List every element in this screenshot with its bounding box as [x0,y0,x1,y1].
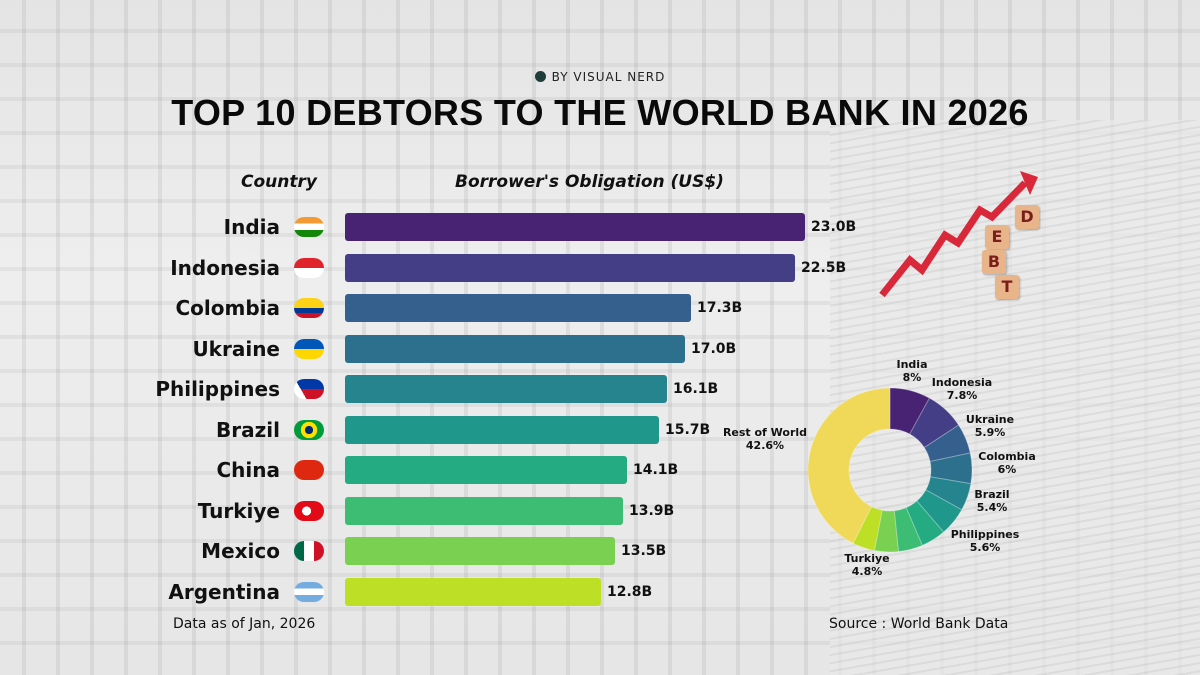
bar-row: Philippines 16.1B [0,374,1200,404]
brand-text: BY VISUAL NERD [551,70,666,84]
flag-icon [294,460,324,480]
donut-label: Rest of World 42.6% [720,426,810,452]
donut-label-percent: 4.8% [851,565,883,578]
donut-label: Indonesia 7.8% [917,376,1007,402]
donut-label-percent: 5.9% [974,426,1006,439]
debt-letter-block: B [982,250,1006,274]
bar-row: Ukraine 17.0B [0,334,1200,364]
donut-label-name: Indonesia [931,376,993,389]
flag-icon [294,500,324,521]
brand-logo-icon [534,71,546,82]
donut-label: India 8% [867,358,957,384]
country-label: Brazil [216,417,280,442]
bar [345,456,627,484]
flag-icon [294,217,324,237]
bar [345,577,601,606]
donut-slice [893,507,923,553]
donut-chart [807,387,973,553]
rising-arrow-icon [879,180,1028,298]
donut-label-percent: 5.6% [969,541,1001,554]
bar-row: Brazil 15.7B [0,415,1200,445]
country-label: Colombia [175,296,280,320]
donut-label: Philippines 5.6% [940,528,1030,554]
bar-row: Mexico 13.5B [0,536,1200,566]
value-label: 13.5B [621,543,667,559]
value-label: 17.3B [697,300,743,316]
value-label: 15.7B [665,421,711,438]
donut-slice [889,387,931,435]
donut-label-name: Ukraine [965,413,1015,426]
bar [345,294,691,322]
country-label: India [223,215,280,239]
value-label: 12.8B [607,583,653,600]
donut-slice [916,489,963,533]
country-label: Argentina [168,579,280,604]
bar-row: Turkiye 13.9B [0,496,1200,526]
bar [345,496,623,525]
donut-slice [852,505,883,552]
country-label: Indonesia [170,255,280,280]
value-label: 22.5B [801,259,847,276]
country-label: Ukraine [192,336,280,361]
source-note: Source : World Bank Data [829,616,1009,632]
bar [345,537,615,565]
value-label: 23.0B [811,219,857,235]
data-date-note: Data as of Jan, 2026 [173,616,316,632]
donut-label-name: Turkiye [844,552,890,565]
donut-label-percent: 8% [902,371,922,384]
country-label: Mexico [201,539,280,563]
donut-slice [807,387,891,544]
flag-icon [294,257,324,278]
value-label: 14.1B [633,462,679,478]
bar-row: India 23.0B [0,212,1200,242]
bar-row: Indonesia 22.5B [0,253,1200,283]
debt-letter-block: D [1015,205,1039,229]
donut-label: Ukraine 5.9% [945,413,1035,439]
donut-label: Turkiye 4.8% [822,552,912,578]
country-label: Turkiye [197,498,280,523]
bar-row: Argentina 12.8B [0,577,1200,607]
donut-slice [905,500,945,547]
value-label: 13.9B [629,502,675,519]
donut-label: Brazil 5.4% [947,488,1037,514]
donut-label-percent: 5.4% [976,501,1008,514]
flag-icon [294,419,324,440]
flag-icon [294,581,324,602]
donut-label-percent: 6% [997,463,1017,476]
country-label: Philippines [155,377,280,401]
flag-icon [294,338,324,359]
debt-letter-block: E [985,225,1009,249]
donut-label-percent: 42.6% [745,439,785,452]
flag-icon [294,541,324,561]
donut-slice [873,509,900,553]
value-header: Borrower's Obligation (US$) [455,172,724,192]
bar-row: Colombia 17.3B [0,293,1200,323]
donut-label-name: Philippines [950,528,1020,541]
brand: BY VISUAL NERD [0,70,1200,84]
bar [345,415,659,444]
flag-icon [294,298,324,318]
bar [345,253,795,282]
bar-row: China 14.1B [0,455,1200,485]
donut-label-name: Rest of World [722,426,808,439]
country-label: China [216,458,280,482]
donut-label: Colombia 6% [962,450,1052,476]
debt-letter-block: T [995,275,1019,299]
country-header: Country [241,172,317,192]
donut-label-name: India [896,358,928,371]
donut-label-percent: 7.8% [946,389,978,402]
value-label: 17.0B [691,340,737,357]
page-title: TOP 10 DEBTORS TO THE WORLD BANK IN 2026 [171,92,1029,133]
value-label: 16.1B [673,381,719,397]
bar [345,213,805,241]
bar [345,334,685,363]
donut-label-name: Colombia [978,450,1036,463]
debt-arrow-illustration [879,171,1038,298]
flag-icon [294,379,324,399]
donut-label-name: Brazil [974,488,1010,501]
bar [345,375,667,403]
